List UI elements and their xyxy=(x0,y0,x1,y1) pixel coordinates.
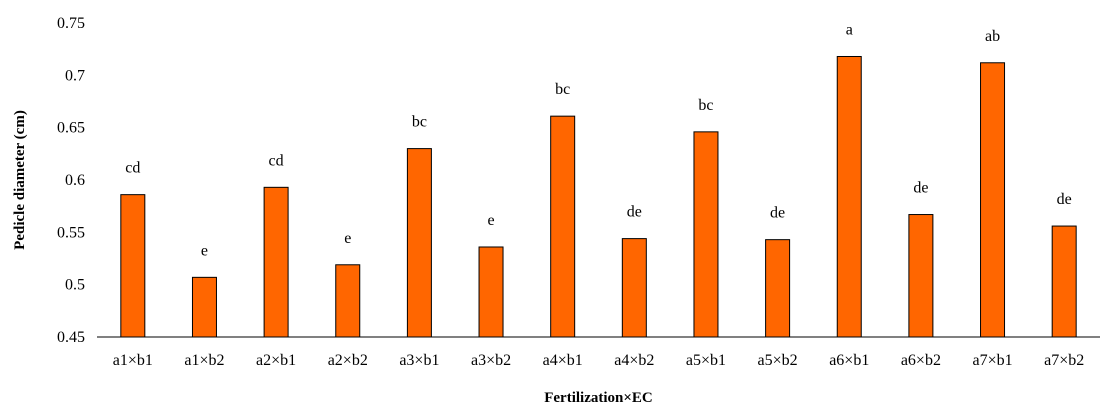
y-tick-label: 0.6 xyxy=(65,172,85,189)
x-tick-label: a7×b2 xyxy=(1044,352,1084,369)
y-axis-title: Pedicle diameter (cm) xyxy=(12,110,28,250)
significance-letter: e xyxy=(344,230,351,247)
x-axis-ticks: a1×b1 a1×b2 a2×b1 a2×b2 a3×b1 a3×b2 a4×b1 a4×b2… xyxy=(113,352,1084,369)
significance-letter: ab xyxy=(985,28,1000,45)
bar xyxy=(621,238,647,338)
y-tick-label: 0.5 xyxy=(65,277,85,294)
significance-letter: bc xyxy=(412,114,427,131)
bar xyxy=(263,186,289,338)
bar xyxy=(693,131,719,338)
bar xyxy=(120,194,146,338)
x-tick-label: a4×b1 xyxy=(543,352,583,369)
x-tick-label: a2×b2 xyxy=(328,352,368,369)
x-tick-label: a1×b2 xyxy=(184,352,224,369)
y-axis-ticks: 0.45 0.5 0.55 0.6 0.65 0.7 0.75 xyxy=(57,15,85,346)
x-tick-label: a5×b1 xyxy=(686,352,726,369)
y-tick-label: 0.45 xyxy=(57,329,85,346)
bars xyxy=(120,55,1077,338)
y-tick-label: 0.75 xyxy=(57,15,85,32)
x-tick-label: a4×b2 xyxy=(614,352,654,369)
significance-letter: e xyxy=(487,212,494,229)
bar xyxy=(836,55,862,338)
significance-letter: e xyxy=(201,242,208,259)
significance-letter: a xyxy=(846,21,853,38)
y-tick-label: 0.7 xyxy=(65,67,85,84)
x-tick-label: a3×b1 xyxy=(399,352,439,369)
significance-letter: de xyxy=(1057,191,1072,208)
significance-letter: bc xyxy=(698,97,713,114)
bar xyxy=(550,115,576,338)
bar xyxy=(406,148,432,338)
x-tick-label: a1×b1 xyxy=(113,352,153,369)
bar xyxy=(191,276,217,338)
x-tick-label: a2×b1 xyxy=(256,352,296,369)
bar xyxy=(478,246,504,338)
bar xyxy=(765,239,791,338)
significance-letter: de xyxy=(627,204,642,221)
bar xyxy=(980,62,1006,338)
significance-letter: de xyxy=(913,180,928,197)
bar xyxy=(1051,225,1077,338)
x-tick-label: a6×b2 xyxy=(901,352,941,369)
significance-letter: cd xyxy=(269,152,284,169)
x-tick-label: a7×b1 xyxy=(972,352,1012,369)
significance-letter: de xyxy=(770,205,785,222)
bar xyxy=(908,214,934,338)
bar xyxy=(335,264,361,338)
significance-letter: cd xyxy=(125,160,140,177)
y-tick-label: 0.55 xyxy=(57,224,85,241)
x-tick-label: a5×b2 xyxy=(758,352,798,369)
significance-letter: bc xyxy=(555,81,570,98)
x-axis-title: Fertilization×EC xyxy=(544,390,653,406)
x-tick-label: a3×b2 xyxy=(471,352,511,369)
data-labels: cd e cd e bc e bc de bc de a de ab de xyxy=(125,21,1071,259)
x-tick-label: a6×b1 xyxy=(829,352,869,369)
y-tick-label: 0.65 xyxy=(57,120,85,137)
